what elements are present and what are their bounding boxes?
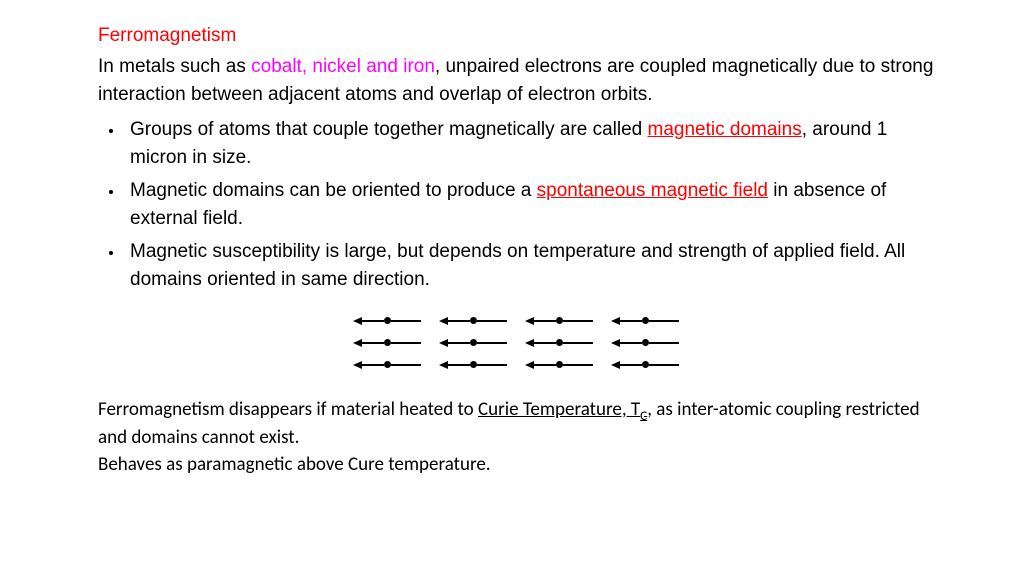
intro-paragraph: In metals such as cobalt, nickel and iro… bbox=[98, 53, 934, 110]
intro-pre: In metals such as bbox=[98, 56, 251, 77]
domain-arrow-icon bbox=[439, 317, 507, 325]
domain-arrow-icon bbox=[439, 339, 507, 347]
bullet-pre: Magnetic domains can be oriented to prod… bbox=[130, 180, 537, 201]
domain-arrow-icon bbox=[525, 317, 593, 325]
domain-arrow-icon bbox=[611, 317, 679, 325]
domain-diagram bbox=[98, 317, 934, 369]
footer-paragraph: Ferromagnetism disappears if material he… bbox=[98, 397, 934, 479]
list-item: Magnetic domains can be oriented to prod… bbox=[124, 177, 934, 234]
diagram-row bbox=[353, 339, 679, 347]
diagram-row bbox=[353, 317, 679, 325]
footer-line2: Behaves as paramagnetic above Cure tempe… bbox=[98, 453, 491, 476]
domain-arrow-icon bbox=[611, 339, 679, 347]
domain-arrow-icon bbox=[353, 317, 421, 325]
list-item: Groups of atoms that couple together mag… bbox=[124, 116, 934, 173]
domain-arrow-icon bbox=[439, 361, 507, 369]
intro-metals: cobalt, nickel and iron bbox=[251, 56, 435, 77]
bullet-pre: Magnetic susceptibility is large, but de… bbox=[130, 241, 905, 291]
domain-arrow-icon bbox=[611, 361, 679, 369]
bullet-link: spontaneous magnetic field bbox=[537, 180, 768, 201]
footer-pre: Ferromagnetism disappears if material he… bbox=[98, 398, 478, 421]
domain-arrow-icon bbox=[525, 339, 593, 347]
bullet-pre: Groups of atoms that couple together mag… bbox=[130, 119, 648, 140]
title: Ferromagnetism bbox=[98, 22, 934, 51]
list-item: Magnetic susceptibility is large, but de… bbox=[124, 238, 934, 295]
diagram-row bbox=[353, 361, 679, 369]
curie-temperature: Curie Temperature, TC bbox=[478, 398, 647, 421]
domain-arrow-icon bbox=[353, 339, 421, 347]
domain-arrow-icon bbox=[353, 361, 421, 369]
bullet-list: Groups of atoms that couple together mag… bbox=[98, 116, 934, 295]
domain-arrow-icon bbox=[525, 361, 593, 369]
bullet-link: magnetic domains bbox=[648, 119, 802, 140]
